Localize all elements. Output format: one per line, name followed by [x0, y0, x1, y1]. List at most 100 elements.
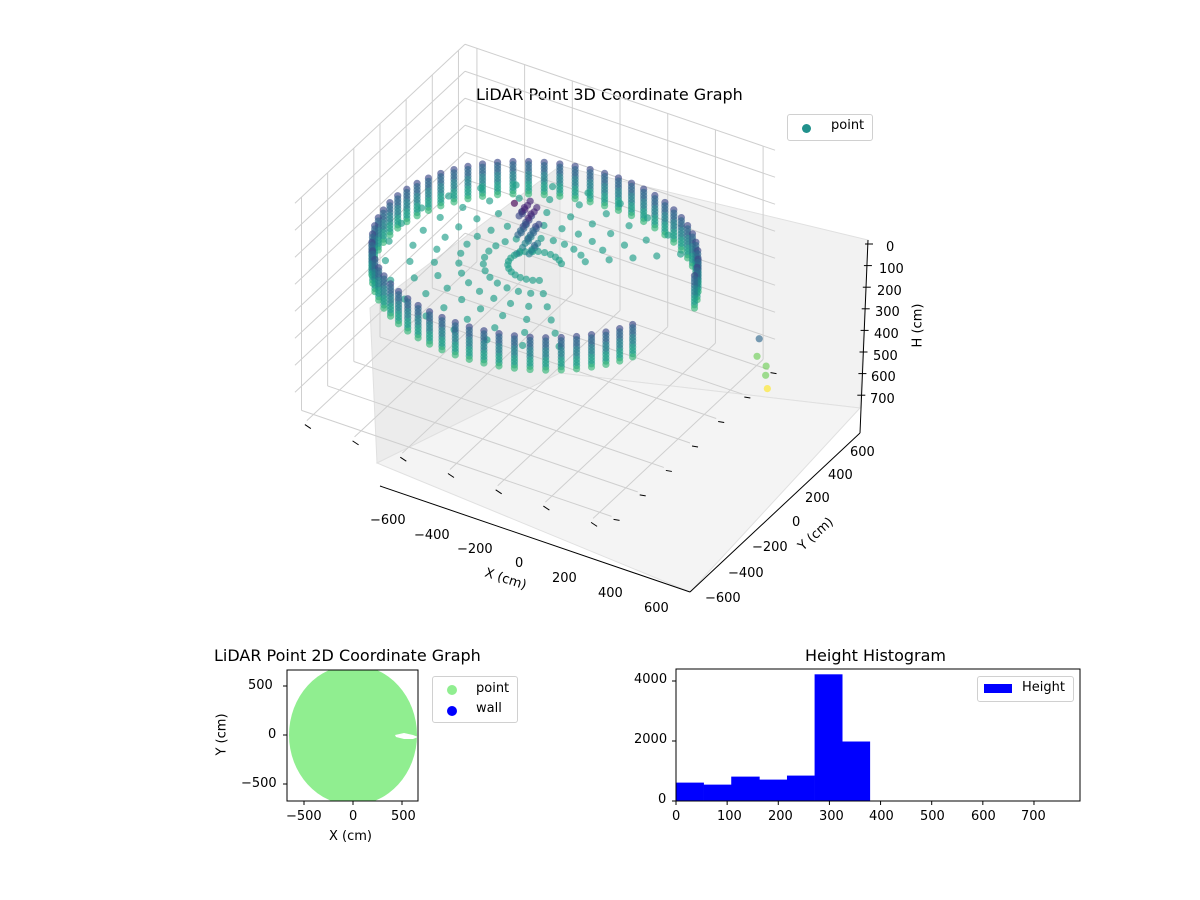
lidar-point [386, 231, 394, 239]
lidar-point [473, 215, 481, 223]
lidar-point [464, 195, 472, 203]
lidar-point [436, 213, 444, 222]
lidar-point [492, 242, 500, 250]
lidar-point [457, 269, 466, 277]
lidar-point [425, 340, 434, 348]
lidar-point [414, 334, 422, 342]
lidar-point [422, 290, 430, 298]
lidar-point [762, 362, 770, 370]
lidar-point [625, 222, 633, 230]
lidar-point [394, 320, 403, 328]
z3d-tick: 700 [870, 392, 895, 407]
lidar-point [473, 232, 481, 240]
lidar-point [457, 249, 465, 257]
lidar-point [493, 279, 501, 287]
lidar-point [762, 371, 770, 379]
lidar-point [526, 365, 534, 374]
lidar-point [476, 305, 485, 313]
lidar-point [486, 273, 494, 281]
lidar-point [509, 190, 517, 198]
lidar-point [515, 212, 523, 220]
lidar-point [409, 241, 417, 249]
lidar-point [557, 260, 566, 268]
z3d-tick: 0 [886, 240, 895, 255]
y3d-tick: 0 [792, 515, 801, 530]
y2d-tick: 0 [268, 727, 277, 742]
lidar-point [501, 238, 509, 246]
x3d-tick: −200 [457, 542, 493, 557]
histogram-bar [703, 784, 732, 801]
hist-x-tick: 700 [1021, 809, 1046, 824]
lidar-point [519, 341, 527, 350]
hist-x-tick: 100 [717, 809, 742, 824]
legend-item-height: Height [978, 677, 1073, 698]
lidar-point [463, 315, 471, 323]
lidar-point [397, 219, 405, 227]
lidar-point [475, 287, 484, 295]
lidar-point [584, 189, 592, 197]
lidar-point [380, 304, 388, 312]
lidar-point [546, 195, 554, 204]
lidar-point [430, 258, 438, 266]
x2d-tick: 500 [391, 809, 416, 824]
lidar-point [560, 240, 569, 248]
histogram-legend: Height [977, 676, 1074, 702]
lidar-point [451, 351, 459, 359]
lidar-point [419, 226, 427, 234]
histogram-bar [759, 779, 788, 801]
lidar-point [616, 357, 624, 365]
hist-x-tick: 300 [819, 809, 844, 824]
point-marker-icon [802, 124, 811, 133]
lidar-point [458, 295, 466, 304]
lidar-point [437, 202, 445, 210]
lidar-point [755, 335, 763, 343]
lidar-point [424, 206, 433, 215]
lidar-point [510, 199, 519, 207]
pane-floor [375, 372, 862, 593]
x3d-tick: −600 [370, 513, 406, 528]
lidar-point [614, 206, 623, 214]
lidar-point [539, 290, 547, 298]
plot-2d-legend: point wall [432, 676, 518, 723]
lidar-point [547, 316, 555, 324]
lidar-point [477, 184, 485, 192]
lidar-point [440, 304, 448, 312]
lidar-point [535, 276, 543, 285]
z3d-tick: 600 [871, 370, 896, 385]
lidar-point [514, 231, 522, 239]
lidar-point [602, 360, 610, 369]
lidar-point [515, 194, 523, 202]
histogram-bar [676, 782, 704, 801]
lidar-point [386, 312, 395, 320]
lidar-point [434, 271, 442, 280]
lidar-point [418, 204, 426, 212]
lidar-point [433, 245, 441, 253]
legend-label: wall [476, 701, 502, 716]
wall-marker-icon [447, 706, 457, 716]
lidar-point [620, 241, 629, 249]
lidar-point [381, 257, 390, 265]
lidar-point [588, 237, 596, 246]
lidar-point [588, 220, 596, 228]
y3d-tick: −600 [705, 591, 741, 606]
lidar-point [629, 254, 637, 262]
lidar-point [455, 259, 463, 267]
histogram-bar [731, 776, 760, 801]
hist-y-tick: 0 [658, 792, 667, 807]
lidar-point [413, 212, 421, 220]
lidar-point [616, 199, 624, 208]
lidar-point [506, 299, 515, 308]
lidar-point [514, 287, 522, 295]
lidar-point [480, 359, 488, 367]
height-swatch-icon [984, 684, 1012, 693]
lidar-point [558, 225, 566, 233]
histogram-bar [814, 674, 843, 801]
lidar-point [763, 385, 771, 393]
lidar-point [486, 197, 494, 205]
lidar-point [459, 203, 467, 212]
lidar-point [503, 222, 511, 230]
lidar-point [529, 276, 537, 284]
legend-item-point: point [433, 677, 517, 698]
